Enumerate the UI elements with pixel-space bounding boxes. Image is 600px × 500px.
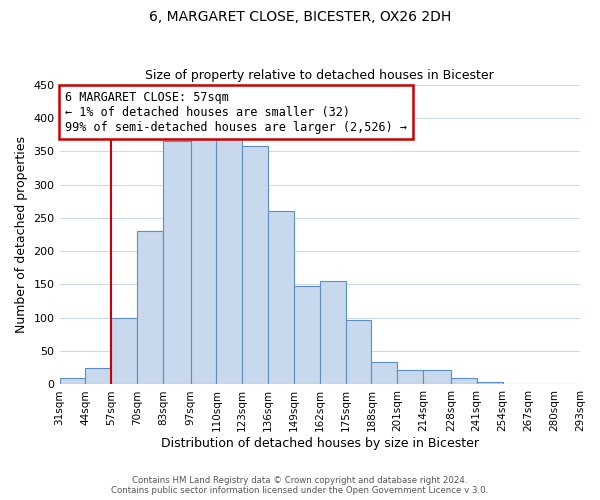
Bar bbox=[477, 382, 503, 384]
Bar bbox=[137, 231, 163, 384]
Bar bbox=[242, 146, 268, 384]
Y-axis label: Number of detached properties: Number of detached properties bbox=[15, 136, 28, 333]
Bar bbox=[371, 362, 397, 384]
Bar bbox=[191, 138, 217, 384]
Bar bbox=[346, 320, 371, 384]
Bar bbox=[320, 281, 346, 384]
Bar bbox=[397, 370, 423, 384]
X-axis label: Distribution of detached houses by size in Bicester: Distribution of detached houses by size … bbox=[161, 437, 479, 450]
Text: Contains HM Land Registry data © Crown copyright and database right 2024.
Contai: Contains HM Land Registry data © Crown c… bbox=[112, 476, 488, 495]
Bar bbox=[217, 134, 242, 384]
Bar bbox=[111, 318, 137, 384]
Bar bbox=[85, 368, 111, 384]
Title: Size of property relative to detached houses in Bicester: Size of property relative to detached ho… bbox=[145, 69, 494, 82]
Text: 6, MARGARET CLOSE, BICESTER, OX26 2DH: 6, MARGARET CLOSE, BICESTER, OX26 2DH bbox=[149, 10, 451, 24]
Bar bbox=[451, 378, 477, 384]
Bar bbox=[294, 286, 320, 384]
Bar bbox=[423, 370, 451, 384]
Bar bbox=[268, 211, 294, 384]
Text: 6 MARGARET CLOSE: 57sqm
← 1% of detached houses are smaller (32)
99% of semi-det: 6 MARGARET CLOSE: 57sqm ← 1% of detached… bbox=[65, 90, 407, 134]
Bar bbox=[59, 378, 85, 384]
Bar bbox=[163, 141, 191, 384]
